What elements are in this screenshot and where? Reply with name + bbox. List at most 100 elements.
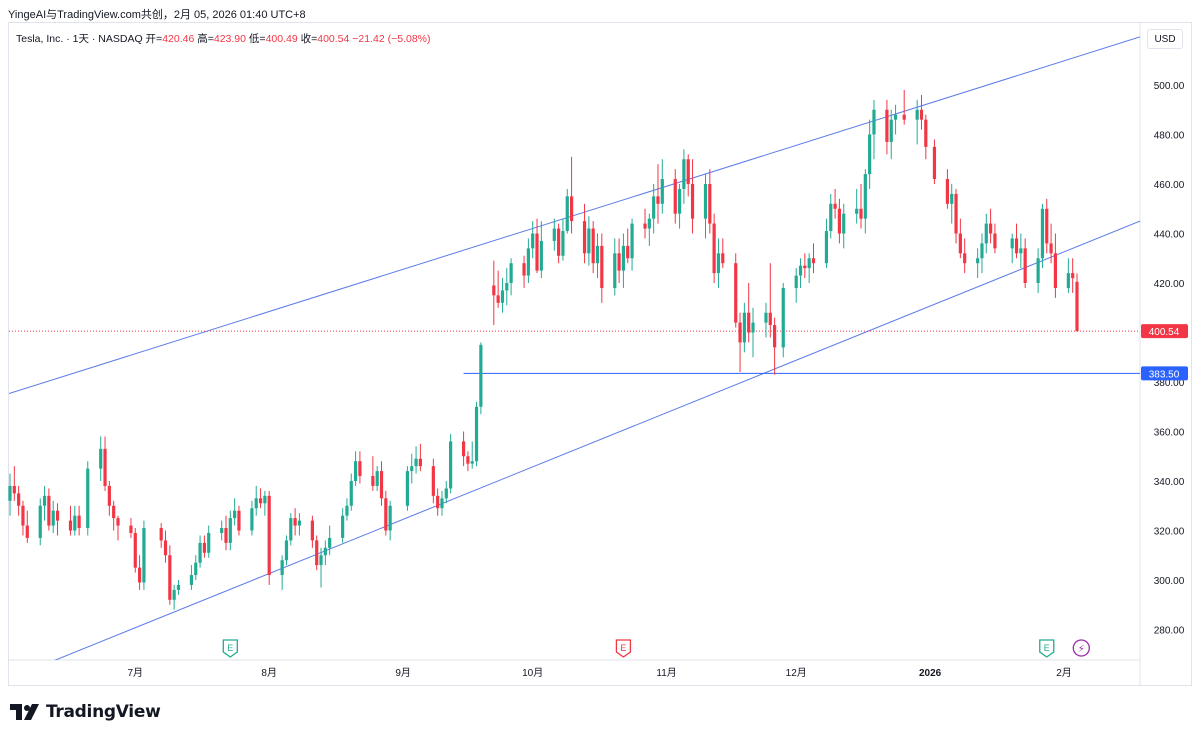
earnings-letter: E — [620, 643, 626, 653]
candle-body — [86, 468, 90, 529]
candle-body — [742, 312, 746, 343]
tradingview-logo[interactable]: TradingView — [10, 702, 161, 722]
candle — [932, 139, 937, 184]
candle — [677, 184, 682, 229]
candle — [989, 208, 993, 244]
candle-body — [738, 322, 742, 343]
price-labels-layer: 400.54 383.50 — [1141, 324, 1188, 381]
candle-body — [418, 458, 422, 467]
chart-pane[interactable] — [8, 22, 1192, 686]
candle-body — [189, 575, 194, 585]
candle-body — [479, 344, 483, 407]
symbol-legend: Tesla, Inc. · 1天 · NASDAQ 开=420.46 高=423… — [16, 31, 431, 46]
candle-body — [582, 221, 587, 254]
candle-body — [989, 223, 993, 234]
candle-body — [526, 248, 530, 276]
candle — [379, 461, 384, 506]
symbol-name[interactable]: Tesla, Inc. · 1天 · NASDAQ — [16, 33, 143, 45]
candle — [993, 223, 997, 254]
candle-body — [712, 223, 716, 274]
candle-body — [829, 203, 833, 232]
candle-body — [142, 528, 146, 583]
candle — [466, 451, 470, 472]
candle-body — [449, 441, 453, 489]
tradingview-wordmark: TradingView — [46, 702, 161, 722]
candle-body — [168, 555, 172, 600]
candle — [284, 535, 289, 566]
candle-body — [1010, 238, 1014, 249]
candles-layer — [8, 89, 1079, 610]
price-label-text: 400.54 — [1149, 327, 1180, 338]
candle-body — [630, 223, 634, 259]
candle — [1066, 258, 1070, 293]
candle — [734, 253, 738, 328]
candle — [371, 456, 375, 491]
candle-body — [112, 505, 116, 519]
candle-body — [263, 495, 267, 504]
candle-body — [55, 510, 60, 521]
candle-body — [885, 109, 889, 142]
candle-body — [958, 233, 962, 254]
y-tick-label: 360.00 — [1154, 428, 1185, 439]
currency-button[interactable]: USD — [1147, 29, 1183, 49]
price-axis[interactable]: 500.00480.00460.00440.00420.00400.00380.… — [1139, 23, 1185, 685]
earnings-letter: E — [1044, 643, 1050, 653]
candle-body — [289, 518, 293, 541]
candle-body — [129, 525, 133, 533]
candle — [12, 466, 16, 501]
candle-body — [539, 240, 543, 271]
price-label-bg — [1141, 366, 1188, 381]
candle — [224, 515, 228, 551]
candle — [55, 503, 60, 536]
x-tick-label: 7月 — [127, 667, 143, 679]
candle — [297, 513, 302, 536]
candle-body — [811, 258, 816, 264]
candle — [198, 535, 202, 568]
candle-body — [803, 265, 807, 269]
candle — [142, 520, 146, 590]
candle-body — [945, 179, 950, 204]
candle — [902, 89, 906, 125]
time-axis[interactable]: 7月 8月 9月 10月 11月 12月 2026 2月 — [9, 659, 1140, 679]
candle-body — [436, 495, 440, 509]
candle-body — [1066, 273, 1070, 288]
candle-body — [328, 537, 332, 548]
candle — [189, 565, 194, 590]
candle-body — [643, 223, 647, 229]
candle-body — [703, 184, 708, 219]
candle — [319, 547, 323, 588]
candle — [751, 307, 755, 358]
y-tick-label: 300.00 — [1154, 576, 1185, 587]
candle-body — [557, 228, 561, 256]
candle — [436, 488, 440, 516]
candle — [980, 233, 984, 274]
y-tick-label: 460.00 — [1154, 180, 1185, 191]
candle — [561, 218, 565, 261]
candle — [807, 253, 811, 283]
drawings-layer — [9, 36, 1140, 660]
candle-body — [371, 476, 375, 486]
candle — [492, 260, 496, 326]
candle-body — [172, 589, 176, 600]
candle-body — [358, 461, 362, 477]
candle-body — [673, 179, 677, 214]
candle-body — [613, 253, 617, 288]
candle — [522, 255, 526, 288]
candle — [21, 500, 25, 536]
candle — [824, 218, 829, 269]
candle — [798, 258, 803, 288]
candle-body — [116, 518, 120, 526]
candle — [690, 159, 695, 234]
candle-body — [384, 498, 388, 531]
price-label-text: 383.50 — [1149, 369, 1180, 380]
candle-body — [872, 109, 876, 135]
candle — [1036, 248, 1040, 293]
earnings-marker: E — [222, 639, 238, 658]
candle-body — [656, 196, 660, 204]
candle — [738, 312, 742, 373]
candle-body — [626, 245, 630, 259]
candle — [557, 223, 561, 264]
candle — [712, 213, 716, 283]
candle-body — [708, 184, 712, 224]
